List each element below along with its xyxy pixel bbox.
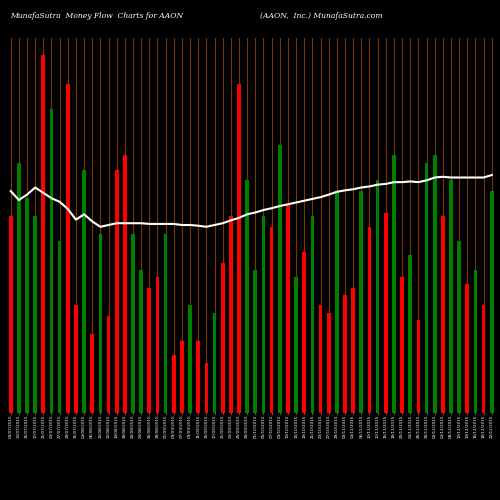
Bar xyxy=(294,277,298,412)
Bar xyxy=(156,277,160,412)
Bar xyxy=(318,306,322,412)
Bar xyxy=(441,216,444,412)
Bar xyxy=(270,227,274,412)
Bar xyxy=(180,341,184,412)
Bar xyxy=(400,277,404,412)
Bar xyxy=(254,270,257,412)
Bar xyxy=(140,270,143,412)
Bar xyxy=(482,306,486,412)
Bar xyxy=(474,270,478,412)
Bar xyxy=(310,216,314,412)
Bar xyxy=(466,284,469,412)
Bar xyxy=(188,306,192,412)
Bar xyxy=(392,156,396,412)
Bar xyxy=(148,288,151,412)
Bar xyxy=(50,109,54,412)
Bar xyxy=(433,156,436,412)
Bar xyxy=(278,144,281,412)
Bar xyxy=(490,191,494,412)
Bar xyxy=(106,316,110,412)
Bar xyxy=(360,191,363,412)
Bar xyxy=(34,216,37,412)
Bar xyxy=(384,212,388,412)
Bar xyxy=(9,216,13,412)
Bar xyxy=(327,312,330,412)
Bar xyxy=(229,216,232,412)
Bar xyxy=(131,234,135,412)
Bar xyxy=(352,288,355,412)
Bar xyxy=(221,262,224,412)
Bar xyxy=(368,227,372,412)
Bar xyxy=(17,162,20,412)
Bar xyxy=(42,56,45,412)
Bar xyxy=(58,241,61,412)
Bar xyxy=(458,241,461,412)
Bar xyxy=(302,252,306,412)
Bar xyxy=(237,84,241,412)
Bar xyxy=(286,206,290,412)
Bar xyxy=(262,216,266,412)
Text: MunafaSutra  Money Flow  Charts for AAON: MunafaSutra Money Flow Charts for AAON xyxy=(10,12,183,20)
Bar xyxy=(335,191,338,412)
Bar xyxy=(82,170,86,412)
Bar xyxy=(343,294,347,412)
Bar xyxy=(172,356,176,412)
Bar xyxy=(449,180,453,412)
Bar xyxy=(25,198,29,412)
Text: (AAON,  Inc.) MunafaSutra.com: (AAON, Inc.) MunafaSutra.com xyxy=(260,12,382,20)
Bar xyxy=(123,156,126,412)
Bar xyxy=(115,170,118,412)
Bar xyxy=(424,162,428,412)
Bar xyxy=(416,320,420,412)
Bar xyxy=(66,84,70,412)
Bar xyxy=(246,180,249,412)
Bar xyxy=(196,341,200,412)
Bar xyxy=(204,362,208,412)
Bar xyxy=(376,180,380,412)
Bar xyxy=(164,234,168,412)
Bar xyxy=(212,312,216,412)
Bar xyxy=(408,256,412,412)
Bar xyxy=(74,306,78,412)
Bar xyxy=(98,234,102,412)
Bar xyxy=(90,334,94,412)
